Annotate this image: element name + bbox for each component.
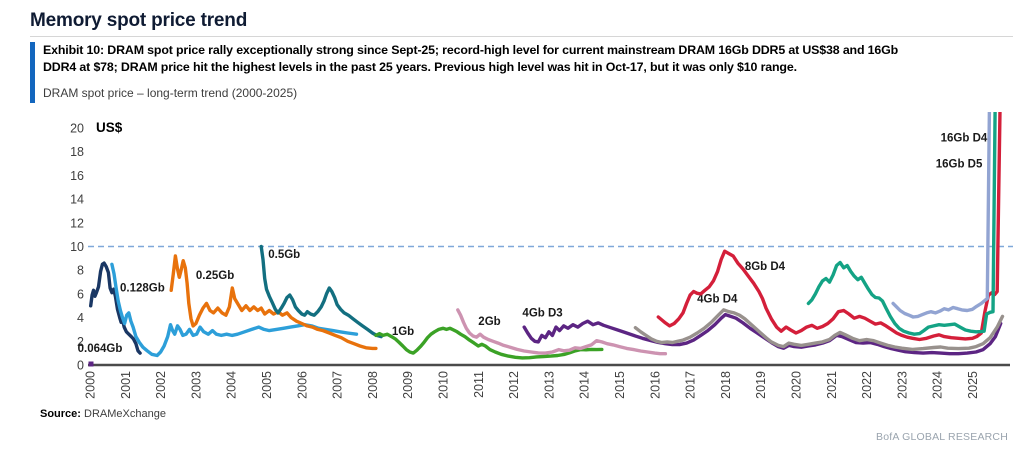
x-tick-label: 2006 bbox=[295, 371, 309, 399]
x-tick-label: 2024 bbox=[931, 371, 945, 399]
x-tick-label: 2015 bbox=[613, 371, 627, 399]
series-line-8gb-d4 bbox=[656, 112, 1002, 342]
series-line-0.5gb bbox=[259, 244, 383, 339]
x-tick-label: 2023 bbox=[895, 371, 909, 399]
origin-marker bbox=[88, 361, 94, 367]
x-tick-label: 2009 bbox=[401, 371, 415, 399]
x-tick-label: 2010 bbox=[437, 371, 451, 399]
series-label-2gb: 2Gb bbox=[478, 316, 500, 328]
series-label-16gb-d4: 16Gb D4 bbox=[941, 132, 988, 144]
x-tick-label: 2016 bbox=[648, 371, 662, 399]
chart-subtitle: DRAM spot price – long-term trend (2000-… bbox=[43, 86, 298, 100]
x-tick-label: 2020 bbox=[790, 371, 804, 399]
y-tick-label: 12 bbox=[70, 216, 84, 230]
y-tick-label: 0 bbox=[77, 359, 84, 373]
brand-mark: BofA GLOBAL RESEARCH bbox=[876, 431, 1008, 443]
exhibit-caption-line2: DDR4 at $78; DRAM price hit the highest … bbox=[43, 60, 797, 74]
x-tick-label: 2018 bbox=[719, 371, 733, 399]
x-tick-label: 2003 bbox=[189, 371, 203, 399]
x-tick-label: 2001 bbox=[119, 371, 133, 399]
exhibit-accent-bar bbox=[30, 42, 35, 103]
series-label-0.128gb: 0.128Gb bbox=[120, 282, 165, 294]
source-label: Source: bbox=[40, 408, 81, 420]
exhibit-caption-line1: Exhibit 10: DRAM spot price rally except… bbox=[43, 43, 899, 57]
y-tick-label: 2 bbox=[77, 335, 84, 349]
x-tick-label: 2007 bbox=[331, 371, 345, 399]
x-tick-label: 2021 bbox=[825, 371, 839, 399]
series-label-0.064gb: 0.064Gb bbox=[78, 343, 123, 355]
x-tick-label: 2014 bbox=[578, 371, 592, 399]
y-tick-label: 18 bbox=[70, 145, 84, 159]
source-value: DRAMeXchange bbox=[80, 408, 166, 420]
y-tick-label: 6 bbox=[77, 287, 84, 301]
title-divider bbox=[30, 36, 1013, 37]
series-label-8gb-d4: 8Gb D4 bbox=[745, 261, 786, 273]
source-note: Source: DRAMeXchange bbox=[40, 408, 166, 420]
series-label-4gb-d4: 4Gb D4 bbox=[697, 294, 738, 306]
y-tick-label: 4 bbox=[77, 311, 84, 325]
y-tick-label: 14 bbox=[70, 193, 84, 207]
x-tick-label: 2019 bbox=[754, 371, 768, 399]
y-tick-label: 10 bbox=[70, 240, 84, 254]
x-tick-label: 2025 bbox=[966, 371, 980, 399]
series-label-1gb: 1Gb bbox=[392, 326, 414, 338]
y-axis-unit-label: US$ bbox=[96, 120, 123, 135]
x-tick-label: 2000 bbox=[84, 371, 98, 399]
series-line-4gb-d3 bbox=[522, 312, 1003, 356]
y-tick-label: 20 bbox=[70, 122, 84, 136]
x-tick-label: 2013 bbox=[542, 371, 556, 399]
series-line-16gb-d5 bbox=[891, 112, 992, 319]
x-tick-label: 2002 bbox=[154, 371, 168, 399]
exhibit-caption: Exhibit 10: DRAM spot price rally except… bbox=[43, 42, 1008, 76]
series-line-4gb-d4 bbox=[633, 308, 1005, 352]
series-label-16gb-d5: 16Gb D5 bbox=[936, 159, 983, 171]
series-line-1gb bbox=[374, 326, 604, 360]
x-tick-label: 2008 bbox=[366, 371, 380, 399]
x-tick-label: 2017 bbox=[684, 371, 698, 399]
series-line-0.25gb bbox=[169, 254, 378, 351]
series-line-2gb bbox=[456, 308, 668, 356]
series-label-4gb-d3: 4Gb D3 bbox=[522, 307, 562, 319]
series-line-16gb-d4 bbox=[806, 112, 997, 336]
x-tick-label: 2004 bbox=[225, 371, 239, 399]
x-tick-label: 2005 bbox=[260, 371, 274, 399]
y-tick-label: 8 bbox=[77, 264, 84, 278]
x-tick-label: 2012 bbox=[507, 371, 521, 399]
x-tick-label: 2022 bbox=[860, 371, 874, 399]
x-tick-label: 2011 bbox=[472, 371, 486, 398]
page-title: Memory spot price trend bbox=[30, 10, 248, 31]
y-tick-label: 16 bbox=[70, 169, 84, 183]
series-label-0.5gb: 0.5Gb bbox=[268, 249, 300, 261]
series-line-0.064gb bbox=[88, 261, 142, 355]
series-label-0.25gb: 0.25Gb bbox=[196, 270, 234, 282]
series-line-0.128gb bbox=[110, 262, 359, 358]
